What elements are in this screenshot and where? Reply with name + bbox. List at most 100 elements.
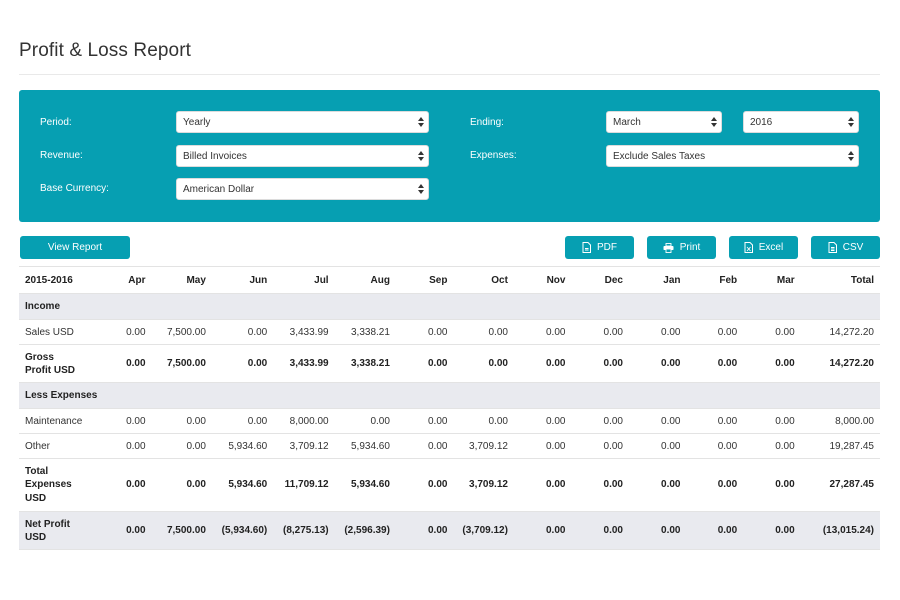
table-cell: 0.00: [686, 344, 744, 383]
column-header: Feb: [686, 266, 744, 294]
section-title: Income: [19, 293, 880, 320]
expenses-select[interactable]: Exclude Sales Taxes: [606, 145, 859, 167]
section-header-row: Less Expenses: [19, 382, 880, 409]
table-cell: 0.00: [97, 511, 152, 550]
select-arrows-icon: [418, 183, 424, 195]
column-header: Jun: [211, 266, 274, 294]
period-select-value: Yearly: [183, 117, 211, 128]
column-header: Jul: [273, 266, 335, 294]
file-excel-icon: [744, 242, 753, 253]
ending-month-select[interactable]: March: [606, 111, 722, 133]
table-cell: 8,000.00: [273, 408, 335, 434]
currency-label: Base Currency:: [40, 183, 109, 194]
table-cell: 0.00: [395, 433, 454, 459]
row-label: Maintenance: [19, 408, 98, 434]
period-select[interactable]: Yearly: [176, 111, 429, 133]
table-cell: 3,709.12: [453, 433, 514, 459]
expenses-select-value: Exclude Sales Taxes: [613, 151, 706, 162]
table-cell: (5,934.60): [211, 511, 274, 550]
table-row: Net Profit USD 0.00 7,500.00 (5,934.60) (8,27…: [19, 511, 880, 550]
table-cell: 0.00: [628, 433, 687, 459]
page-title: Profit & Loss Report: [19, 40, 192, 61]
section-header-row: Income: [19, 293, 880, 320]
table-cell: 11,709.12: [273, 458, 335, 512]
table-cell: (13,015.24): [800, 511, 880, 550]
column-header: Aug: [334, 266, 396, 294]
expenses-label: Expenses:: [470, 150, 517, 161]
select-arrows-icon: [848, 116, 854, 128]
printer-icon: [663, 242, 674, 253]
column-header: Jan: [628, 266, 687, 294]
table-cell: 5,934.60: [334, 433, 396, 459]
table-cell: 0.00: [743, 319, 801, 345]
ending-year-select[interactable]: 2016: [743, 111, 859, 133]
table-row: Total Expenses USD 0.00 0.00 5,934.60 11,709.1…: [19, 458, 880, 512]
csv-button[interactable]: CSV: [811, 236, 880, 259]
table-cell: 3,709.12: [453, 458, 514, 512]
view-report-label: View Report: [47, 242, 103, 253]
table-cell: 0.00: [628, 319, 687, 345]
table-cell: 5,934.60: [211, 433, 274, 459]
pdf-label: PDF: [597, 242, 617, 253]
table-cell: 0.00: [151, 458, 212, 512]
table-cell: 0.00: [211, 344, 274, 383]
table-cell: 14,272.20: [800, 319, 880, 345]
table-cell: 0.00: [743, 458, 801, 512]
table-cell: 3,433.99: [273, 319, 335, 345]
table-cell: 0.00: [97, 458, 152, 512]
table-cell: 0.00: [743, 433, 801, 459]
table-cell: 0.00: [571, 319, 629, 345]
view-report-button[interactable]: View Report: [20, 236, 130, 259]
select-arrows-icon: [418, 116, 424, 128]
row-label: Total Expenses USD: [19, 458, 98, 512]
excel-button[interactable]: Excel: [729, 236, 798, 259]
table-body: Income Sales USD 0.00 7,500.00 0.00 3,433.99 3…: [19, 293, 880, 550]
currency-select[interactable]: American Dollar: [176, 178, 429, 200]
table-cell: 0.00: [628, 511, 687, 550]
table-cell: 7,500.00: [151, 344, 212, 383]
section-title: Less Expenses: [19, 382, 880, 409]
table-cell: (8,275.13): [273, 511, 335, 550]
currency-select-value: American Dollar: [183, 184, 255, 195]
print-label: Print: [679, 242, 701, 253]
row-label: Sales USD: [19, 319, 98, 345]
table-cell: 0.00: [151, 408, 212, 434]
table-cell: 0.00: [628, 344, 687, 383]
table-row: Maintenance 0.00 0.00 0.00 8,000.00 0.00 0.00 0…: [19, 408, 880, 434]
table-cell: 0.00: [686, 511, 744, 550]
table-cell: 0.00: [513, 511, 572, 550]
table-cell: 0.00: [743, 511, 801, 550]
table-cell: 3,338.21: [334, 319, 396, 345]
table-cell: 5,934.60: [334, 458, 396, 512]
table-cell: 0.00: [571, 408, 629, 434]
table-cell: 0.00: [571, 458, 629, 512]
revenue-select[interactable]: Billed Invoices: [176, 145, 429, 167]
print-button[interactable]: Print: [647, 236, 716, 259]
table-cell: 0.00: [395, 344, 454, 383]
excel-label: Excel: [758, 242, 784, 253]
table-cell: 0.00: [571, 433, 629, 459]
table-cell: 0.00: [453, 408, 514, 434]
table-cell: 27,287.45: [800, 458, 880, 512]
column-header: Sep: [395, 266, 454, 294]
file-csv-icon: [828, 242, 837, 253]
column-header: 2015-2016: [19, 266, 98, 294]
table-cell: 7,500.00: [151, 319, 212, 345]
row-label: Net Profit USD: [19, 511, 98, 550]
table-cell: 0.00: [395, 408, 454, 434]
table-cell: 0.00: [743, 344, 801, 383]
pdf-button[interactable]: PDF: [565, 236, 634, 259]
profit-loss-table: 2015-2016 Apr May Jun Jul Aug Sep Oct No…: [19, 266, 880, 550]
table-row: Sales USD 0.00 7,500.00 0.00 3,433.99 3,338.2…: [19, 319, 880, 345]
table-cell: 0.00: [686, 458, 744, 512]
row-label: Gross Profit USD: [19, 344, 98, 383]
table-cell: 0.00: [395, 319, 454, 345]
table-cell: 0.00: [395, 458, 454, 512]
table-cell: 0.00: [513, 319, 572, 345]
period-label: Period:: [40, 117, 72, 128]
table-cell: 0.00: [686, 319, 744, 345]
title-divider: [19, 74, 880, 75]
table-cell: 0.00: [211, 408, 274, 434]
table-cell: 14,272.20: [800, 344, 880, 383]
select-arrows-icon: [418, 150, 424, 162]
